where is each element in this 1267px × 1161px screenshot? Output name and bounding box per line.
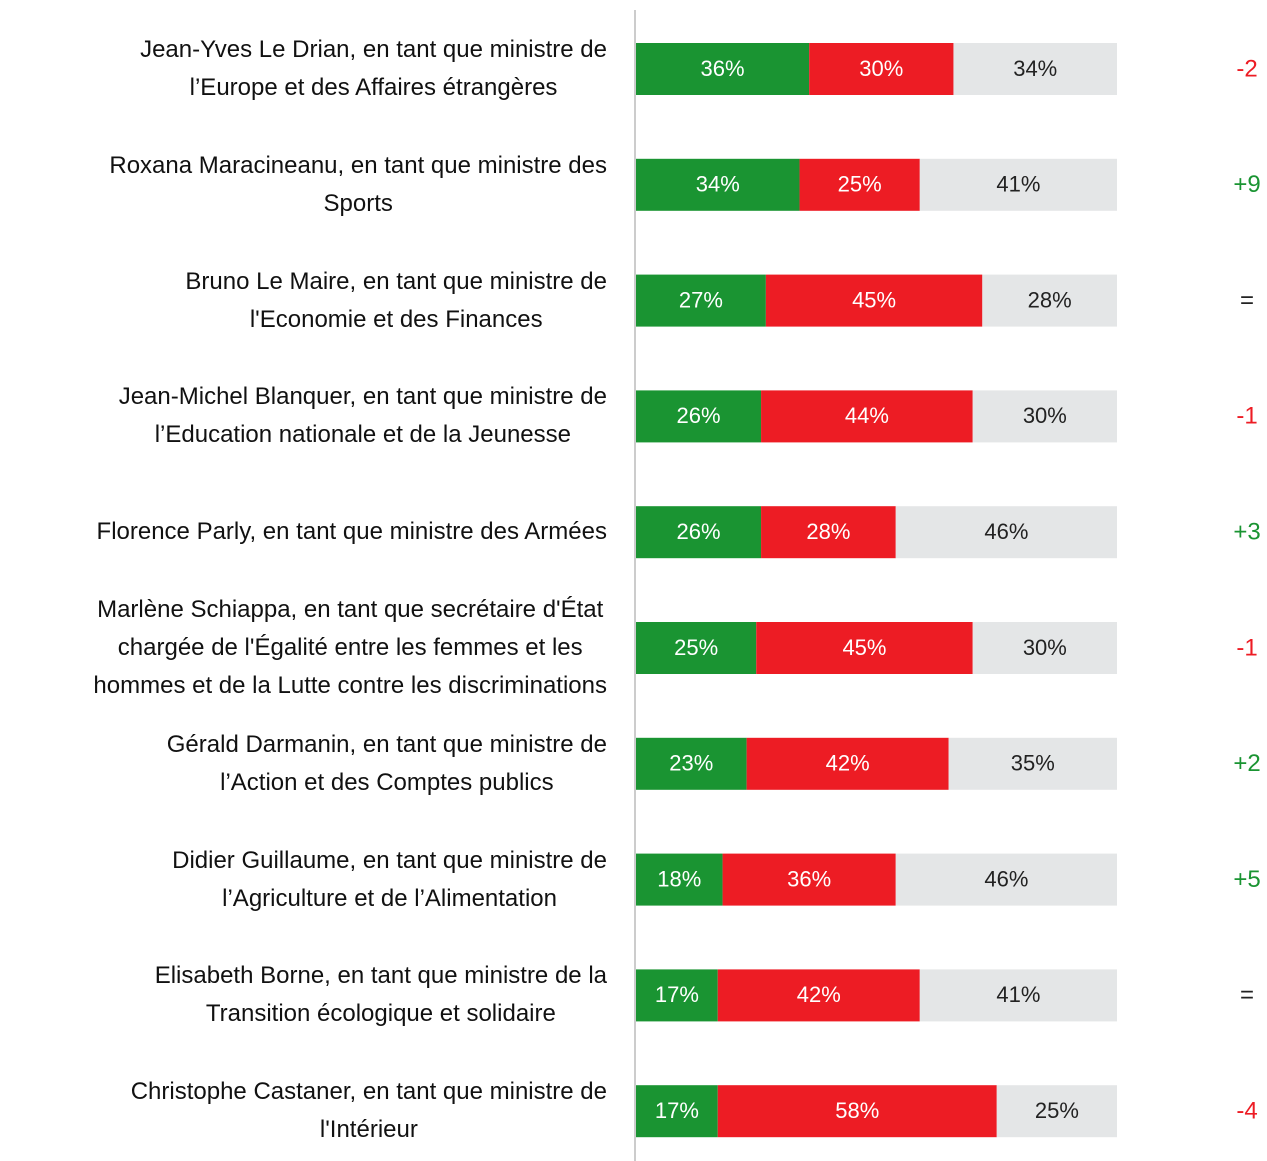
value-label: 27% bbox=[679, 287, 723, 312]
category-label: Roxana Maracineanu, en tant que ministre… bbox=[109, 147, 607, 223]
category-text: Christophe Castaner, en tant que ministr… bbox=[130, 1078, 607, 1144]
bar-segment bbox=[636, 737, 747, 790]
value-label: 42% bbox=[826, 751, 870, 776]
bar-segment bbox=[895, 506, 1117, 559]
bar-segment bbox=[895, 853, 1117, 906]
category-label: Jean-Michel Blanquer, en tant que minist… bbox=[119, 378, 607, 454]
bar-segment bbox=[809, 43, 954, 95]
value-label: 25% bbox=[838, 172, 882, 197]
category-text: Elisabeth Borne, en tant que ministre de… bbox=[154, 962, 607, 1028]
bar-segment bbox=[799, 158, 920, 211]
value-label: 41% bbox=[996, 172, 1040, 197]
value-label: 58% bbox=[835, 1098, 879, 1123]
bar-segment bbox=[919, 158, 1117, 211]
value-label: 36% bbox=[701, 56, 745, 81]
bar-segment bbox=[765, 274, 983, 327]
change-label: = bbox=[1240, 982, 1254, 1009]
value-label: 35% bbox=[1011, 751, 1055, 776]
bar-segment bbox=[722, 853, 896, 906]
category-text: Gérald Darmanin, en tant que ministre de… bbox=[166, 730, 607, 796]
bar-segment bbox=[972, 390, 1117, 443]
value-label: 30% bbox=[859, 56, 903, 81]
bar-segment bbox=[636, 158, 800, 211]
category-text: Florence Parly, en tant que ministre des… bbox=[96, 518, 607, 546]
bar-segment bbox=[636, 274, 766, 327]
bar-segment bbox=[636, 969, 718, 1022]
bar-segment bbox=[717, 969, 920, 1022]
bar-segment bbox=[636, 622, 757, 674]
bar-segment bbox=[982, 274, 1117, 327]
value-label: 34% bbox=[1013, 56, 1057, 81]
value-label: 36% bbox=[787, 866, 831, 891]
category-text: Didier Guillaume, en tant que ministre d… bbox=[172, 846, 607, 912]
value-label: 46% bbox=[984, 866, 1028, 891]
value-label: 30% bbox=[1023, 403, 1067, 428]
change-label: +2 bbox=[1233, 750, 1260, 777]
category-text: Jean-Yves Le Drian, en tant que ministre… bbox=[140, 36, 607, 101]
bar-segment bbox=[636, 853, 723, 906]
value-label: 42% bbox=[797, 982, 841, 1007]
bar-segment bbox=[948, 737, 1117, 790]
change-label: -1 bbox=[1236, 634, 1257, 661]
bar-segment bbox=[761, 506, 896, 559]
category-text: Jean-Michel Blanquer, en tant que minist… bbox=[118, 383, 607, 449]
value-label: 18% bbox=[657, 866, 701, 891]
change-label: +3 bbox=[1233, 519, 1260, 546]
category-label: Florence Parly, en tant que ministre des… bbox=[97, 513, 607, 551]
bar-segment bbox=[919, 969, 1117, 1022]
change-label: -2 bbox=[1236, 55, 1257, 82]
change-label: +9 bbox=[1233, 171, 1260, 198]
category-text: Roxana Maracineanu, en tant que ministre… bbox=[109, 151, 607, 217]
bar-segment bbox=[717, 1085, 997, 1138]
value-label: 25% bbox=[1035, 1098, 1079, 1123]
category-label: Jean-Yves Le Drian, en tant que ministre… bbox=[140, 31, 607, 107]
value-label: 17% bbox=[655, 1098, 699, 1123]
value-label: 46% bbox=[984, 519, 1028, 544]
bar-segment bbox=[761, 390, 973, 443]
category-label: Christophe Castaner, en tant que ministr… bbox=[131, 1073, 607, 1149]
bar-segment bbox=[636, 1085, 718, 1138]
change-label: -1 bbox=[1236, 403, 1257, 430]
value-label: 34% bbox=[696, 172, 740, 197]
category-label: Bruno Le Maire, en tant que ministre de … bbox=[185, 263, 607, 339]
value-label: 45% bbox=[842, 635, 886, 660]
category-label: Elisabeth Borne, en tant que ministre de… bbox=[155, 957, 607, 1033]
bar-segment bbox=[746, 737, 949, 790]
value-label: 17% bbox=[655, 982, 699, 1007]
category-label: Didier Guillaume, en tant que ministre d… bbox=[172, 842, 607, 918]
change-label: +5 bbox=[1233, 866, 1260, 893]
bar-segment bbox=[953, 43, 1117, 95]
value-label: 26% bbox=[677, 519, 721, 544]
bar-segment bbox=[996, 1085, 1117, 1138]
value-label: 44% bbox=[845, 403, 889, 428]
change-label: -4 bbox=[1236, 1098, 1257, 1125]
value-label: 23% bbox=[669, 751, 713, 776]
bar-segment bbox=[636, 506, 762, 559]
value-label: 25% bbox=[674, 635, 718, 660]
value-label: 45% bbox=[852, 287, 896, 312]
value-label: 26% bbox=[677, 403, 721, 428]
value-label: 30% bbox=[1023, 635, 1067, 660]
category-text: Marlène Schiappa, en tant que secrétaire… bbox=[93, 596, 607, 699]
category-label: Marlène Schiappa, en tant que secrétaire… bbox=[93, 591, 607, 705]
category-text: Bruno Le Maire, en tant que ministre de … bbox=[185, 267, 607, 333]
change-label: = bbox=[1240, 287, 1254, 314]
value-label: 28% bbox=[1028, 287, 1072, 312]
value-label: 28% bbox=[806, 519, 850, 544]
bar-segment bbox=[636, 43, 810, 95]
bar-segment bbox=[972, 622, 1117, 674]
value-label: 41% bbox=[996, 982, 1040, 1007]
bar-segment bbox=[636, 390, 762, 443]
bar-segment bbox=[756, 622, 973, 674]
category-label: Gérald Darmanin, en tant que ministre de… bbox=[167, 726, 607, 802]
